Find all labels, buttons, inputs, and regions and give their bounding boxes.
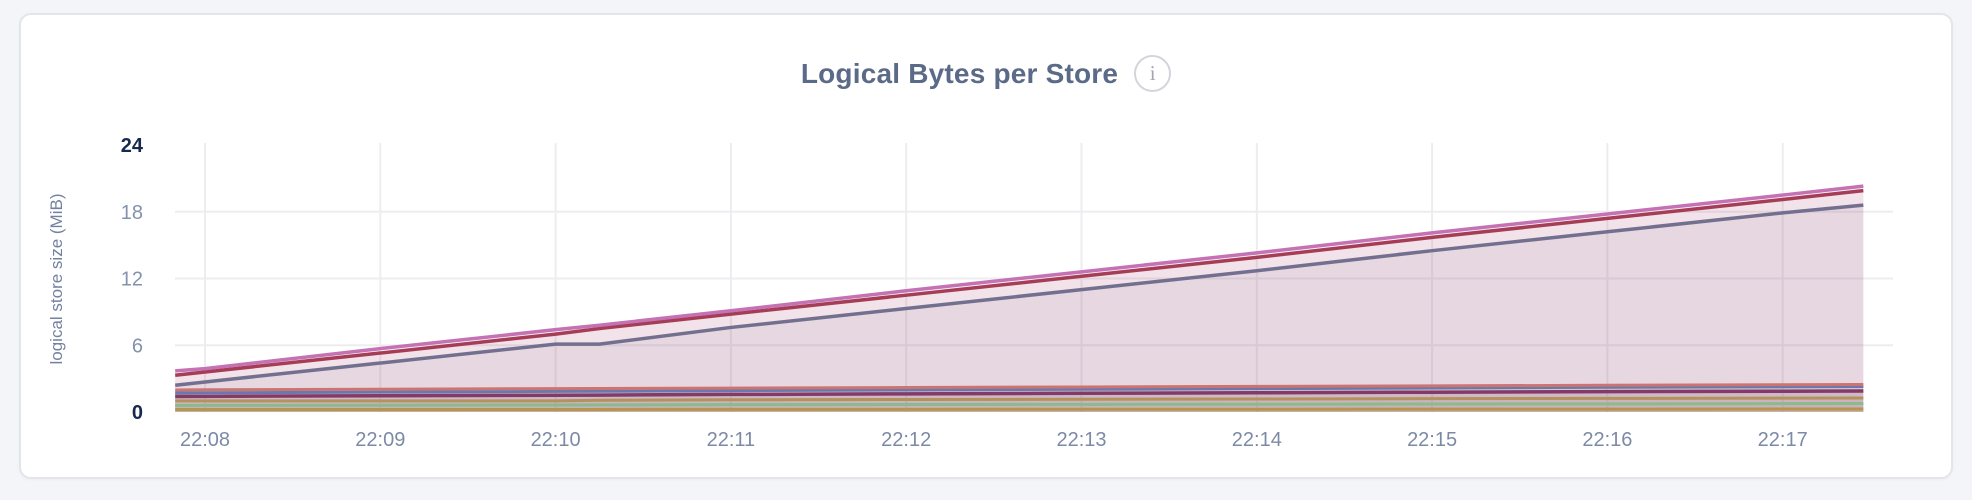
x-tick-label: 22:17 <box>1758 429 1808 451</box>
chart-title: Logical Bytes per Store <box>800 57 1119 89</box>
series-area-store-1 <box>175 186 1864 412</box>
x-tick-label: 22:14 <box>1232 429 1282 451</box>
x-tick-label: 22:11 <box>707 429 756 451</box>
y-tick-label: 12 <box>121 269 143 291</box>
chart-header: Logical Bytes per Store i <box>21 55 1951 92</box>
series-area-store-2 <box>175 190 1864 412</box>
series-line-store-2 <box>175 188 1864 378</box>
info-icon[interactable]: i <box>1134 55 1172 92</box>
x-tick-label: 22:10 <box>531 429 581 451</box>
y-axis-label: logical store size (MiB) <box>47 194 66 365</box>
y-tick-label: 0 <box>132 402 143 424</box>
series-line-store-6 <box>175 389 1864 399</box>
series-line-store-9 <box>175 407 1864 412</box>
x-tick-label: 22:09 <box>355 429 405 451</box>
x-tick-label: 22:15 <box>1407 429 1457 451</box>
series-line-store-4 <box>175 383 1864 392</box>
grid-layer <box>175 143 1893 412</box>
series-line-store-5 <box>175 385 1864 395</box>
series-line-store-8 <box>175 402 1864 408</box>
x-tick-label: 22:12 <box>881 429 931 451</box>
y-tick-label: 6 <box>132 335 143 357</box>
x-tick-label: 22:13 <box>1056 429 1106 451</box>
x-tick-label: 22:08 <box>180 429 230 451</box>
y-tick-label: 24 <box>121 135 144 157</box>
series-line-store-7 <box>175 396 1864 403</box>
y-tick-label: 18 <box>121 202 143 224</box>
x-tick-label: 22:16 <box>1582 429 1632 451</box>
series-line-layer <box>175 184 1864 412</box>
series-line-store-3 <box>175 203 1864 388</box>
axis-tick-layer: 0 6 12 18 24 22:08 22:09 22:10 22:11 22:12 22:13 22… <box>121 135 1808 451</box>
series-fill-layer <box>175 186 1864 412</box>
series-area-store-3 <box>175 205 1864 412</box>
series-line-store-1 <box>175 184 1864 373</box>
